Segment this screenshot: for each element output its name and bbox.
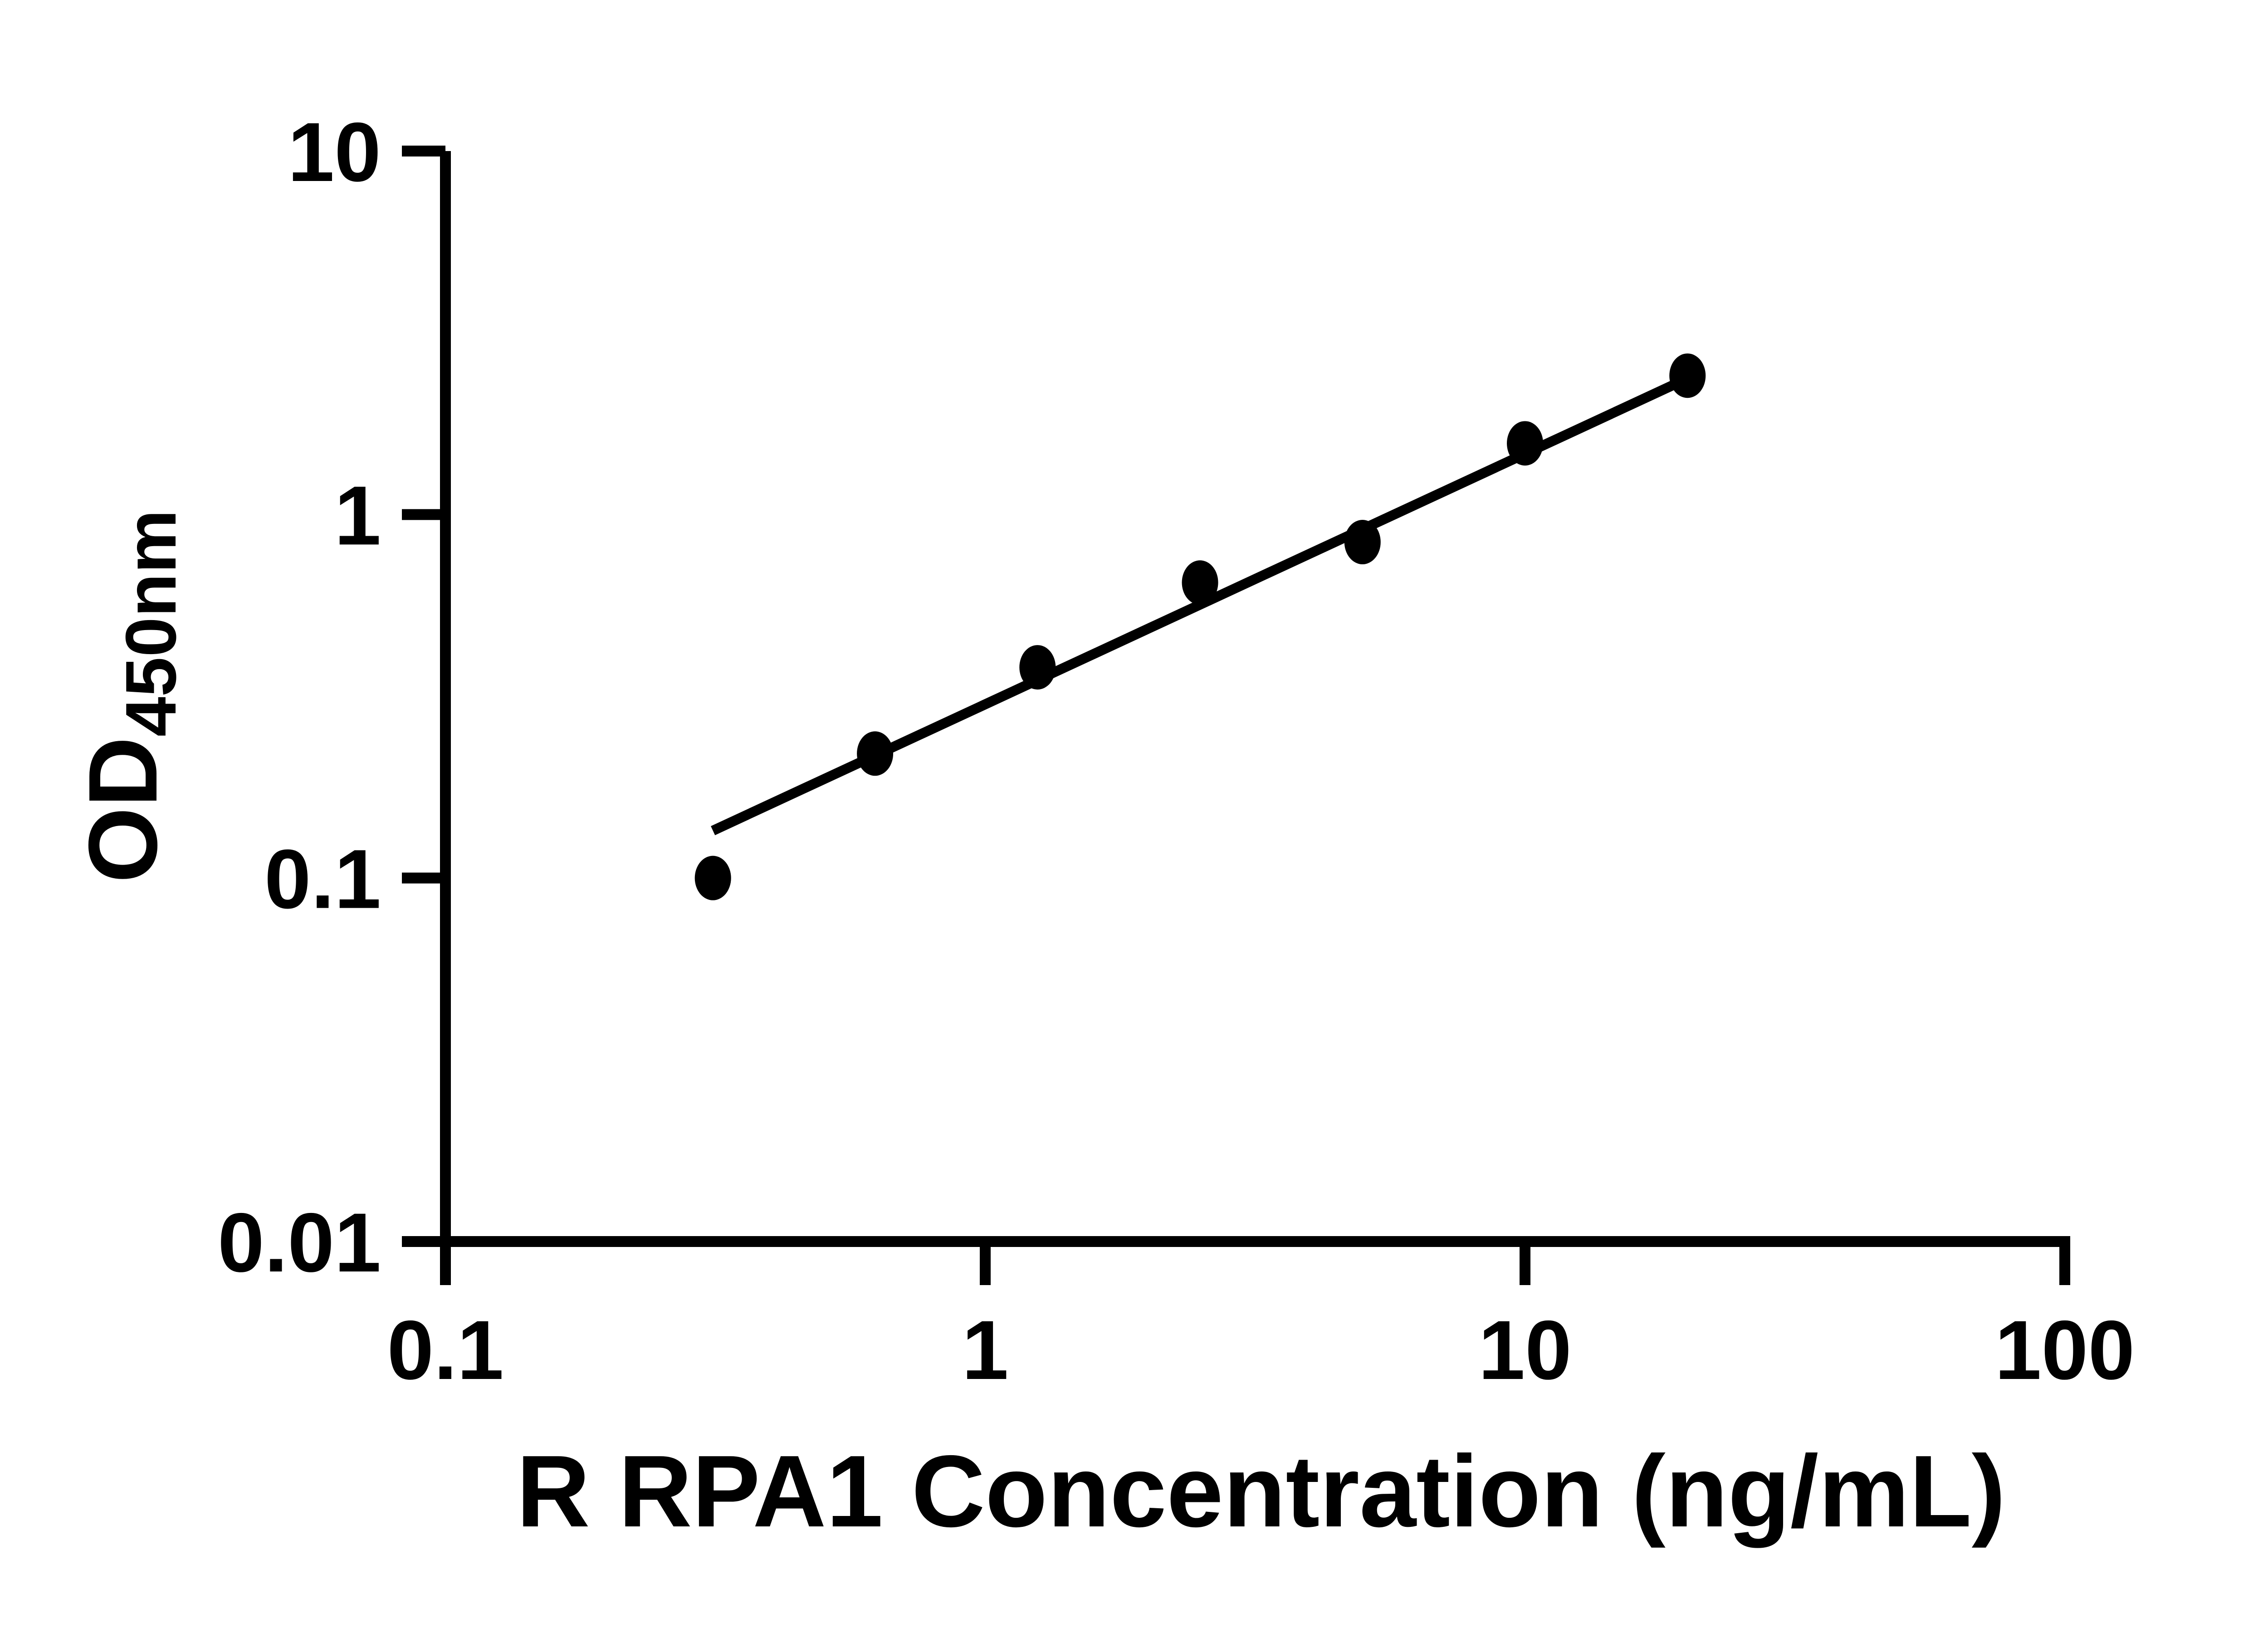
data-point [1344,520,1381,565]
data-point [1019,645,1056,690]
y-tick-label: 10 [288,106,381,199]
data-point [1507,421,1543,466]
x-axis-title: R RPA1 Concentration (ng/mL) [516,1434,2005,1548]
x-tick-label: 0.1 [387,1304,503,1397]
y-axis-title: OD450nm [68,509,191,883]
y-axis-title-main: OD [68,737,177,883]
x-tick-label: 10 [1478,1304,1572,1397]
data-point [857,731,894,776]
x-tick-label: 1 [962,1304,1009,1397]
data-point [1669,353,1706,398]
y-tick-label: 1 [334,469,381,562]
y-tick-label: 0.1 [264,833,381,926]
y-tick-label: 0.01 [218,1196,381,1290]
x-tick-label: 100 [1995,1304,2135,1397]
y-axis-title-subscript: 450nm [111,509,191,737]
data-point [694,856,731,900]
data-point [1182,560,1218,605]
